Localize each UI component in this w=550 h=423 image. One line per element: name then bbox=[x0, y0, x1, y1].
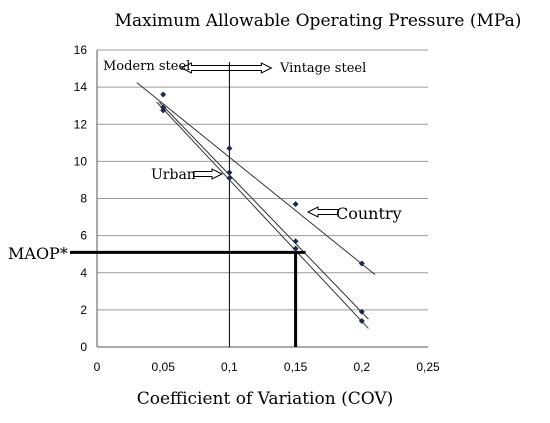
vintage-steel-arrow bbox=[228, 62, 273, 74]
modern-steel-label: Modern steel bbox=[103, 59, 190, 74]
country-arrow bbox=[306, 206, 339, 218]
trend-line-series-2 bbox=[156, 101, 369, 329]
y-tick-label: 0 bbox=[80, 340, 87, 354]
data-point bbox=[292, 201, 299, 208]
y-tick-label: 12 bbox=[74, 117, 88, 131]
x-tick-label: 0,1 bbox=[221, 360, 238, 374]
x-tick-label: 0 bbox=[94, 360, 101, 374]
y-tick-label: 2 bbox=[80, 303, 87, 317]
vintage-steel-label: Vintage steel bbox=[279, 61, 366, 76]
y-tick-label: 16 bbox=[74, 43, 88, 57]
trend-lines bbox=[70, 62, 376, 347]
chart-title: Maximum Allowable Operating Pressure (MP… bbox=[115, 11, 522, 31]
y-tick-label: 8 bbox=[80, 192, 87, 206]
x-axis-label: Coefficient of Variation (COV) bbox=[137, 389, 394, 409]
data-point bbox=[226, 169, 233, 176]
annotations: Modern steel Vintage steel Urban Country MAO… bbox=[8, 59, 402, 263]
data-point bbox=[160, 91, 167, 98]
x-tick-label: 0,05 bbox=[152, 360, 176, 374]
y-tick-label: 14 bbox=[74, 80, 88, 94]
data-point bbox=[226, 145, 233, 152]
y-tick-label: 10 bbox=[74, 154, 88, 168]
data-point bbox=[358, 260, 365, 267]
data-point bbox=[358, 318, 365, 325]
data-point bbox=[292, 238, 299, 245]
urban-label: Urban bbox=[151, 167, 196, 183]
x-tick-label: 0,25 bbox=[416, 360, 440, 374]
x-tick-label: 0,15 bbox=[284, 360, 308, 374]
modern-steel-arrow bbox=[180, 62, 230, 74]
urban-arrow bbox=[193, 168, 224, 180]
data-point bbox=[292, 245, 299, 252]
maop-label: MAOP* bbox=[8, 244, 68, 263]
country-label: Country bbox=[336, 204, 402, 223]
grid-lines bbox=[97, 49, 428, 311]
data-point bbox=[160, 107, 167, 114]
x-tick-label: 0,2 bbox=[353, 360, 370, 374]
axes bbox=[96, 50, 428, 348]
y-tick-label: 4 bbox=[80, 266, 87, 280]
data-points bbox=[160, 91, 365, 325]
tick-labels: 0 2 4 6 8 10 12 14 16 0 0,05 0,1 0,15 0,2 0,25 bbox=[74, 43, 440, 374]
trend-line-urban bbox=[158, 101, 369, 320]
trend-line-country bbox=[136, 82, 376, 275]
data-point bbox=[358, 308, 365, 315]
data-point bbox=[226, 175, 233, 182]
y-tick-label: 6 bbox=[80, 229, 87, 243]
